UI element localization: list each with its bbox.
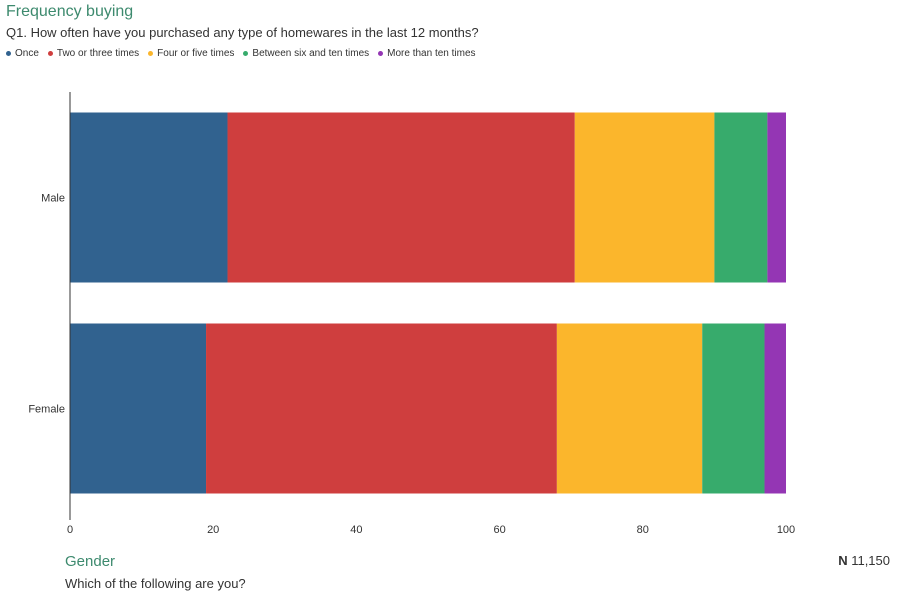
legend-swatch [148,51,154,56]
legend-label: More than ten times [387,48,476,59]
bar-male-segment [227,112,575,283]
x-tick-label: 100 [777,524,795,536]
legend-label: Four or five times [157,48,235,59]
x-tick-label: 60 [493,524,505,536]
legend-label: Between six and ten times [252,48,370,59]
bar-female-segment [70,323,207,494]
x-tick-label: 40 [350,524,362,536]
legend-swatch [47,51,53,56]
category-label: Female [28,404,65,416]
legend-item: Once [6,48,39,59]
sample-size: N 11,150 [838,553,890,568]
grouping-question: Which of the following are you? [65,576,246,591]
bar-female-segment [702,323,765,494]
legend-item: Four or five times [148,48,234,59]
sample-size-label: N [838,553,848,568]
legend-item: Between six and ten times [243,48,369,59]
legend-swatch [378,51,384,56]
bar-male-segment [574,112,715,283]
chart-title: Frequency buying [6,3,134,20]
chart-subtitle: Q1. How often have you purchased any typ… [6,25,479,40]
bar-male-segment [714,112,768,283]
bar-female-segment [206,323,557,494]
sample-size-value: 11,150 [851,553,890,568]
category-label: Male [41,193,65,205]
grouping-title: Gender [65,553,116,570]
legend-item: Two or three times [47,48,140,59]
x-tick-label: 20 [207,524,219,536]
bar-female-segment [764,323,786,494]
bar-male-segment [70,112,228,283]
legend: Once Two or three times Four or five times… [6,48,476,59]
x-tick-label: 0 [67,524,73,536]
legend-label: Two or three times [56,48,140,59]
legend-item: More than ten times [378,48,476,59]
legend-swatch [243,51,249,56]
legend-label: Once [15,48,39,59]
legend-swatch [6,51,11,56]
bar-male-segment [767,112,786,283]
x-tick-label: 80 [637,524,649,536]
bar-female-segment [556,323,703,494]
